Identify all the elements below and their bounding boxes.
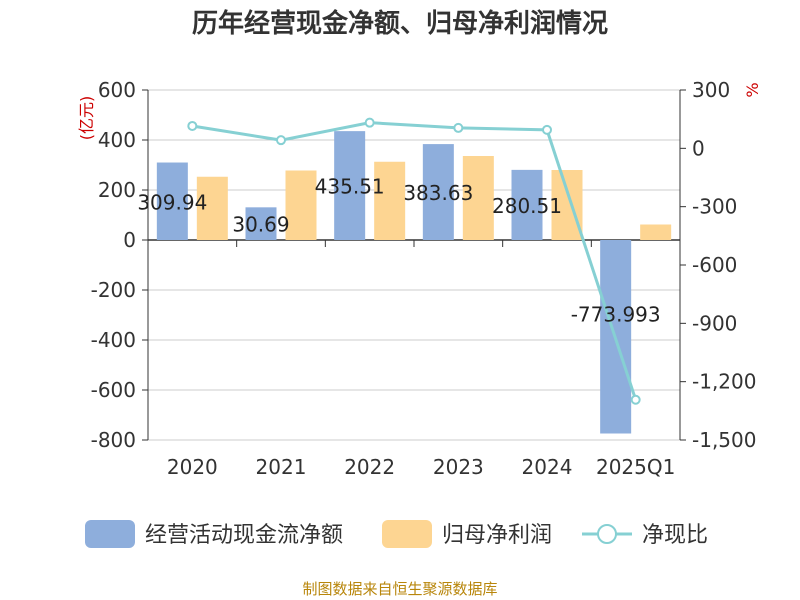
cashflow-data-label: 435.51 [315,175,385,199]
profit-bar [462,156,494,240]
profit-bar [374,161,406,240]
left-tick-label: 600 [98,78,136,102]
source-note: 制图数据来自恒生聚源数据库 [302,580,497,598]
right-tick-label: -600 [692,253,737,277]
category-label: 2024 [522,455,573,479]
cashflow-bar [156,162,188,240]
ratio-point [630,394,641,405]
left-tick-label: -400 [91,328,136,352]
left-tick-label: 0 [123,228,136,252]
category-label: 2025Q1 [596,455,675,479]
chart-title: 历年经营现金净额、归母净利润情况 [192,8,608,39]
cashflow-bar [422,144,454,240]
legend-swatch-profit [382,520,432,548]
legend-swatch-cashflow [85,520,135,548]
cashflow-data-label: 280.51 [492,194,562,218]
legend-label-ratio: 净现比 [642,523,708,548]
legend: 经营活动现金流净额 归母净利润 净现比 [85,520,708,548]
category-label: 2020 [167,455,218,479]
right-tick-label: 300 [692,78,730,102]
left-tick-label: -600 [91,378,136,402]
bars [156,131,672,434]
axes: 600 400 200 0 -200 -400 -600 -800 300 0 -300 -600 -9… [77,78,762,479]
profit-bar [551,170,583,240]
right-tick-label: -900 [692,311,737,335]
right-tick-label: -1,500 [692,428,756,452]
profit-bar [285,170,317,240]
right-axis-unit: % [743,82,762,97]
left-axis-unit: (亿元) [77,96,96,141]
cashflow-bar [334,131,366,240]
left-tick-label: 400 [98,128,136,152]
category-label: 2023 [433,455,484,479]
ratio-point [187,120,198,131]
ratio-point [542,124,552,135]
ratio-point [276,135,286,146]
right-tick-label: 0 [692,136,705,160]
cashflow-data-label: 383.63 [403,181,473,205]
left-tick-label: -200 [91,278,136,302]
category-label: 2022 [344,455,395,479]
cashflow-data-label: 309.94 [137,190,207,214]
right-tick-label: -300 [692,195,737,219]
ratio-point [453,122,464,133]
legend-swatch-ratio-point [597,524,617,544]
right-tick-label: -1,200 [692,370,756,394]
profit-bar [640,224,672,240]
ratio-line [187,117,641,405]
legend-label-cashflow: 经营活动现金流净额 [145,523,343,548]
category-label: 2021 [256,455,307,479]
left-tick-label: -800 [91,428,136,452]
ratio-line-path [192,121,638,401]
cashflow-data-label: 30.69 [232,213,289,237]
data-labels: 309.94 30.69 435.51 383.63 280.51 -773.993 [137,175,660,327]
cashflow-data-label: -773.993 [571,303,661,327]
legend-label-profit: 归母净利润 [442,523,552,548]
cashflow-bar [511,169,543,240]
left-tick-label: 200 [98,178,136,202]
profit-bar [196,176,228,240]
ratio-point [364,117,375,128]
cashflow-bar [245,207,277,240]
